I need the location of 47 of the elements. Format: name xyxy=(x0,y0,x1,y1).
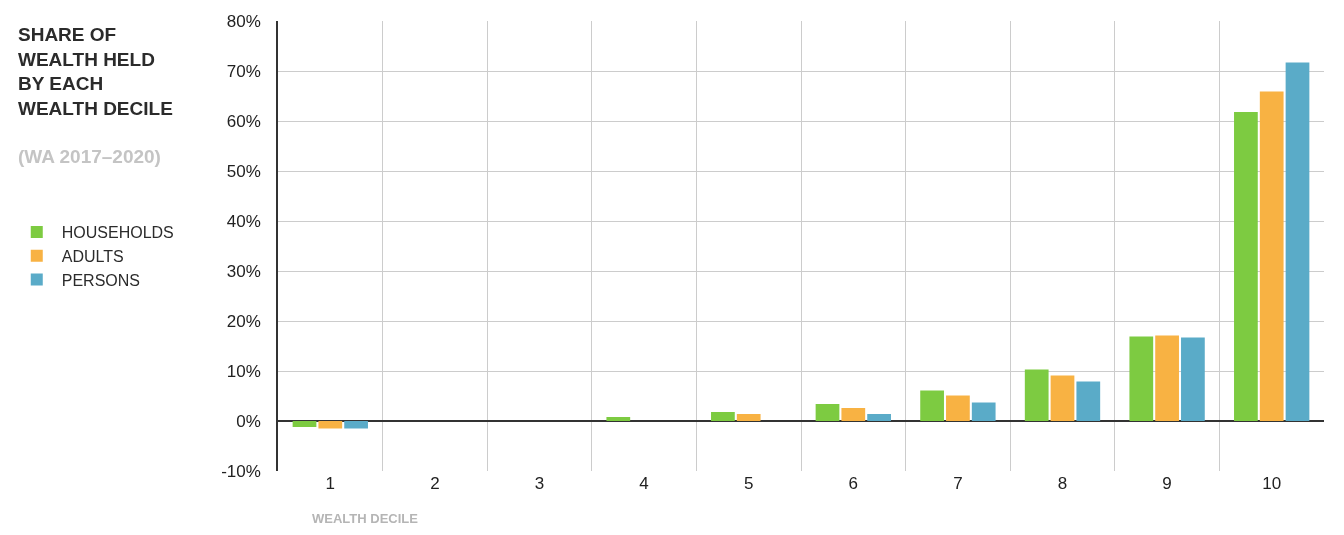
x-axis-title: WEALTH DECILE xyxy=(312,511,419,526)
y-tick-label: 30% xyxy=(226,261,261,281)
x-tick-label: 1 xyxy=(325,474,336,493)
bar xyxy=(711,412,735,421)
bar xyxy=(344,421,368,429)
bar xyxy=(1050,375,1075,421)
bar xyxy=(1234,112,1258,421)
bar xyxy=(971,402,996,421)
bar xyxy=(920,390,944,421)
legend-label: HOUSEHOLDS xyxy=(61,224,174,242)
bar xyxy=(946,395,970,421)
bar xyxy=(1024,369,1049,421)
bar xyxy=(736,414,761,421)
y-tick-label: 80% xyxy=(226,11,261,31)
y-tick-label: 60% xyxy=(226,111,261,131)
y-tick-label: 40% xyxy=(226,211,261,231)
x-tick-label: 9 xyxy=(1162,474,1172,493)
x-tick-label: 8 xyxy=(1057,474,1068,493)
bar xyxy=(1259,91,1284,421)
bar xyxy=(606,417,631,421)
x-tick-label: 10 xyxy=(1262,474,1282,493)
x-tick-label: 7 xyxy=(953,474,963,493)
bar xyxy=(1285,62,1310,421)
x-tick-label: 2 xyxy=(430,474,440,493)
bar xyxy=(292,421,317,427)
legend-label: ADULTS xyxy=(61,247,124,265)
x-tick-label: 3 xyxy=(534,474,545,493)
y-tick-label: 10% xyxy=(226,361,261,381)
bar xyxy=(1076,381,1101,421)
x-tick-label: 5 xyxy=(743,474,754,493)
y-tick-label: 50% xyxy=(226,161,261,181)
y-tick-label: 0% xyxy=(236,411,261,431)
text: SHARE OF WEALTH HELD BY EACH WEALTH DECILE xyxy=(18,24,173,120)
x-tick-label: 6 xyxy=(848,474,859,493)
y-tick-label: -10% xyxy=(221,461,261,481)
bar xyxy=(841,408,866,421)
bar xyxy=(1129,336,1154,421)
bar xyxy=(1155,335,1179,421)
text: (WA 2017–2020) xyxy=(18,146,161,167)
bar xyxy=(318,421,343,429)
y-tick-label: 70% xyxy=(226,61,261,81)
legend-label: PERSONS xyxy=(61,271,141,289)
bar xyxy=(867,414,891,421)
y-tick-label: 20% xyxy=(226,311,261,331)
x-tick-label: 4 xyxy=(639,474,649,493)
bar xyxy=(815,404,840,421)
bar xyxy=(1181,337,1205,421)
